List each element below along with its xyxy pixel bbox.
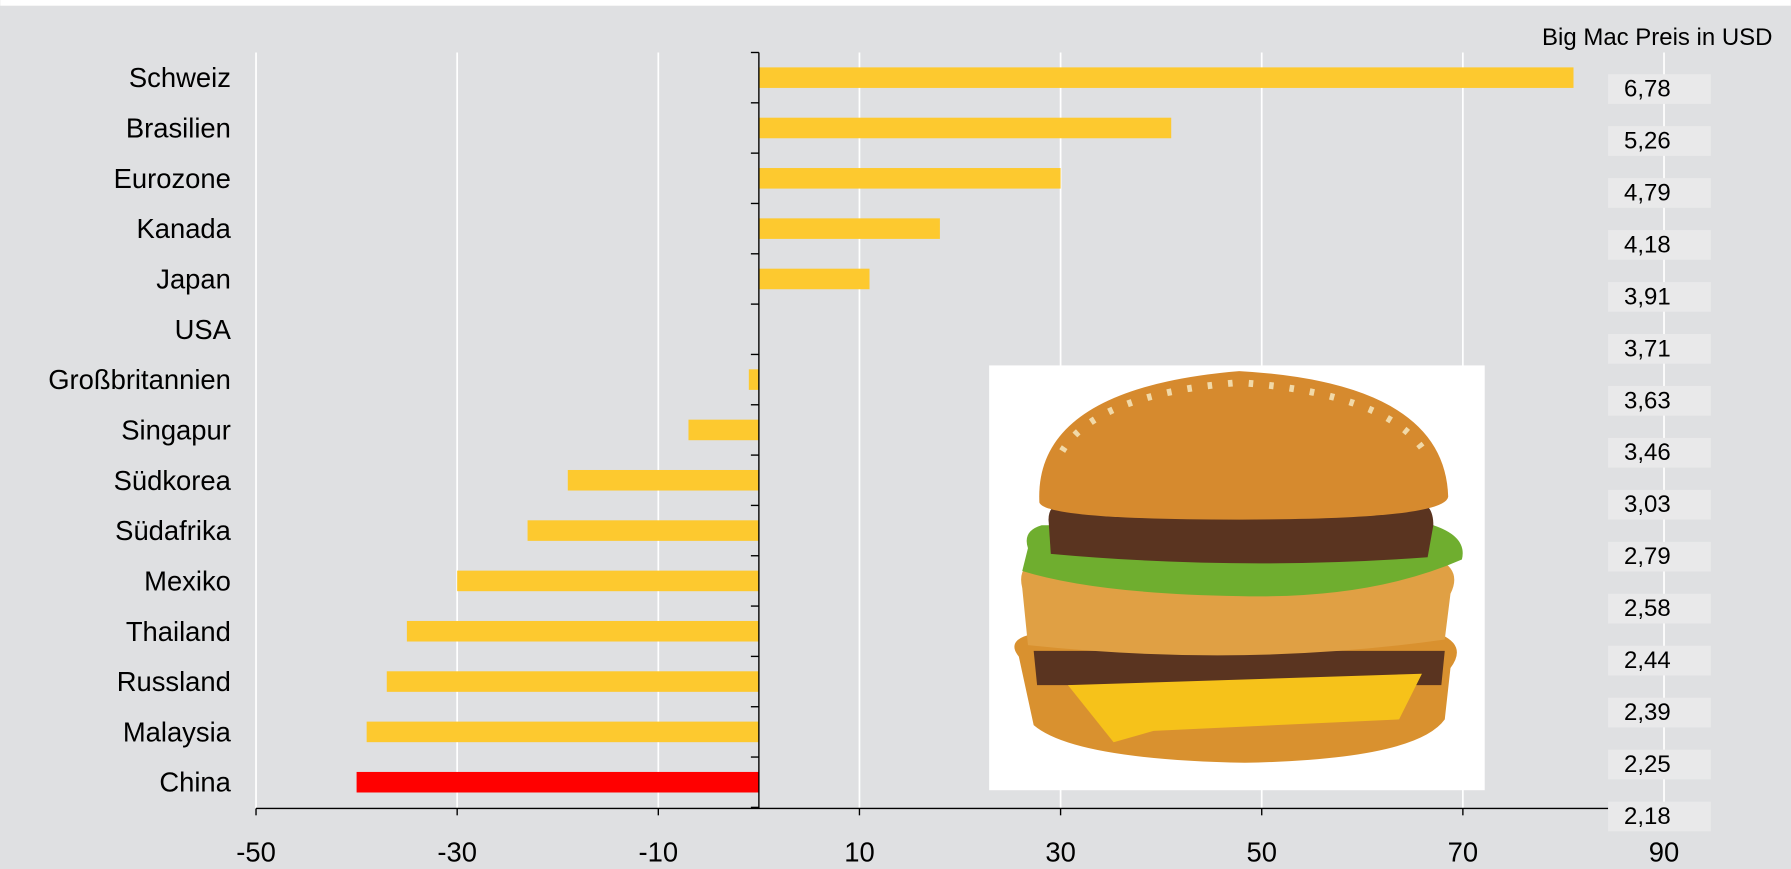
x-tick-label: 70 bbox=[1448, 836, 1478, 867]
category-label: Malaysia bbox=[123, 716, 232, 747]
price-label: 3,71 bbox=[1624, 335, 1671, 362]
x-tick-label: -10 bbox=[639, 836, 679, 867]
category-label: Südafrika bbox=[115, 515, 231, 546]
category-label: Großbritannien bbox=[48, 364, 231, 395]
price-label: 3,03 bbox=[1624, 491, 1671, 518]
price-box bbox=[1608, 593, 1711, 624]
category-label: China bbox=[159, 767, 231, 798]
price-box bbox=[1608, 645, 1711, 676]
price-label: 2,18 bbox=[1624, 803, 1671, 830]
category-label: Thailand bbox=[126, 616, 231, 647]
bars bbox=[356, 67, 1574, 793]
price-label: 4,18 bbox=[1624, 231, 1671, 258]
price-label: 2,79 bbox=[1624, 543, 1671, 570]
category-label: USA bbox=[175, 314, 232, 345]
price-box bbox=[1608, 230, 1711, 260]
price-label: 4,79 bbox=[1624, 179, 1671, 206]
bar bbox=[758, 218, 940, 239]
price-box bbox=[1608, 437, 1711, 468]
price-label: 3,46 bbox=[1624, 439, 1671, 466]
price-label: 2,44 bbox=[1624, 647, 1671, 674]
bar bbox=[356, 771, 759, 793]
price-box bbox=[1608, 489, 1711, 520]
top-bun bbox=[1039, 371, 1449, 520]
price-box bbox=[1608, 385, 1711, 416]
x-tick-label: -50 bbox=[236, 836, 276, 867]
category-label: Russland bbox=[117, 666, 231, 697]
price-box bbox=[1608, 282, 1711, 312]
x-tick-label: 50 bbox=[1246, 836, 1276, 867]
bar bbox=[567, 469, 759, 491]
cheese bbox=[1067, 673, 1422, 743]
bar bbox=[758, 117, 1172, 139]
axes bbox=[255, 51, 1665, 816]
bar bbox=[758, 168, 1061, 189]
x-tick-label: 30 bbox=[1045, 836, 1075, 867]
category-label: Mexiko bbox=[144, 565, 231, 596]
x-tick-label: 10 bbox=[844, 836, 874, 867]
price-box bbox=[1608, 178, 1711, 208]
price-box bbox=[1608, 697, 1711, 728]
price-label: 6,78 bbox=[1624, 76, 1671, 103]
price-label: 5,26 bbox=[1624, 127, 1671, 154]
bar bbox=[406, 620, 759, 642]
bar bbox=[457, 570, 759, 592]
category-label: Kanada bbox=[136, 213, 231, 244]
bar bbox=[748, 369, 759, 390]
category-label: Japan bbox=[156, 263, 231, 294]
bar bbox=[386, 671, 759, 692]
category-label: Eurozone bbox=[114, 163, 231, 194]
price-box bbox=[1608, 801, 1711, 832]
x-tick-label: -30 bbox=[437, 836, 477, 867]
price-label: 2,58 bbox=[1624, 595, 1671, 622]
price-box bbox=[1608, 749, 1711, 780]
category-label: Singapur bbox=[121, 414, 231, 445]
bar bbox=[758, 67, 1574, 88]
category-label: Brasilien bbox=[126, 112, 231, 143]
labels: -50 -30 -10 10 30 50 70 90 Schweiz Brasilien Euroz… bbox=[48, 62, 1711, 867]
price-label: 3,91 bbox=[1624, 283, 1671, 310]
x-tick-label: 90 bbox=[1649, 836, 1679, 867]
burger-photo bbox=[989, 365, 1485, 791]
sesame bbox=[1059, 379, 1431, 459]
category-label: Schweiz bbox=[129, 62, 231, 93]
category-label: Südkorea bbox=[114, 465, 232, 496]
price-label: 2,39 bbox=[1624, 699, 1671, 726]
bar bbox=[366, 721, 759, 743]
price-title: Big Mac Preis in USD bbox=[1542, 24, 1772, 51]
top-border bbox=[0, 0, 1791, 6]
price-box bbox=[1608, 74, 1711, 104]
price-label: 2,25 bbox=[1624, 751, 1671, 778]
price-box bbox=[1608, 334, 1711, 364]
price-label: 3,63 bbox=[1624, 387, 1671, 414]
bar bbox=[758, 268, 870, 290]
price-box bbox=[1608, 541, 1711, 572]
bar bbox=[527, 520, 759, 541]
price-box bbox=[1608, 126, 1711, 156]
bar bbox=[688, 419, 759, 441]
